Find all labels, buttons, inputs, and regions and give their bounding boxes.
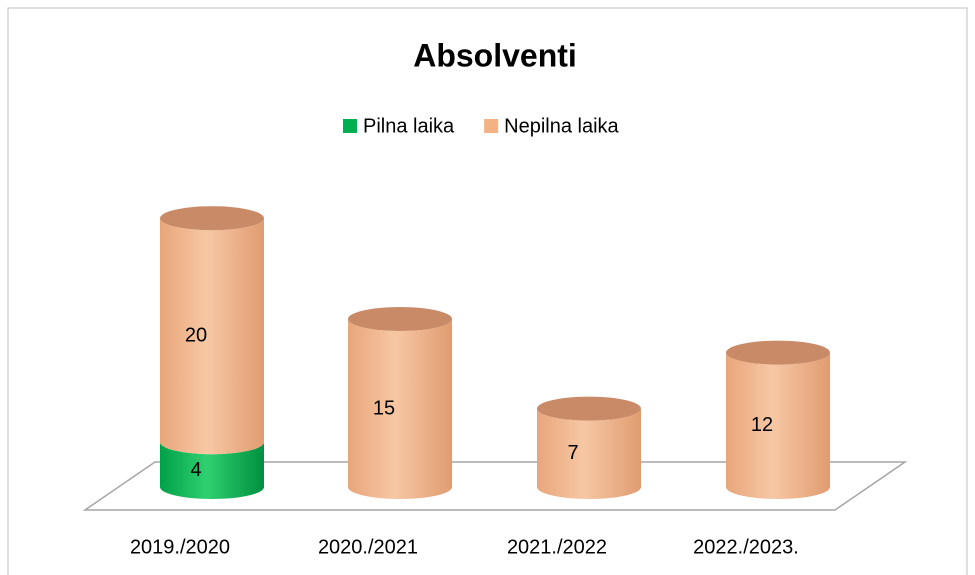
cylinder-top [160, 206, 264, 231]
data-label: 15 [373, 397, 395, 419]
data-label: 4 [190, 459, 201, 481]
cylinder-segment [726, 352, 830, 499]
x-tick-label: 2021./2022 [507, 536, 607, 558]
legend-label: Pilna laika [363, 115, 455, 137]
legend-swatch [343, 119, 357, 133]
cylinder-segment [348, 319, 452, 499]
chart-title: Absolventi [413, 37, 577, 73]
data-label: 7 [567, 442, 578, 464]
x-tick-label: 2019./2020 [130, 536, 230, 558]
x-tick-label: 2020./2021 [318, 536, 418, 558]
cylinder-segment [160, 218, 264, 455]
cylinder-top [726, 340, 830, 365]
cylinder-segment [160, 442, 264, 499]
legend-label: Nepilna laika [504, 115, 619, 137]
data-label: 12 [751, 414, 773, 436]
cylinder-segment [537, 408, 641, 499]
data-label: 20 [185, 324, 207, 346]
cylinder-top [537, 396, 641, 421]
cylinder-top [348, 307, 452, 331]
x-tick-label: 2022./2023. [693, 536, 799, 558]
legend-swatch [484, 119, 499, 133]
chart-frame [7, 7, 968, 575]
floor [82, 461, 908, 511]
